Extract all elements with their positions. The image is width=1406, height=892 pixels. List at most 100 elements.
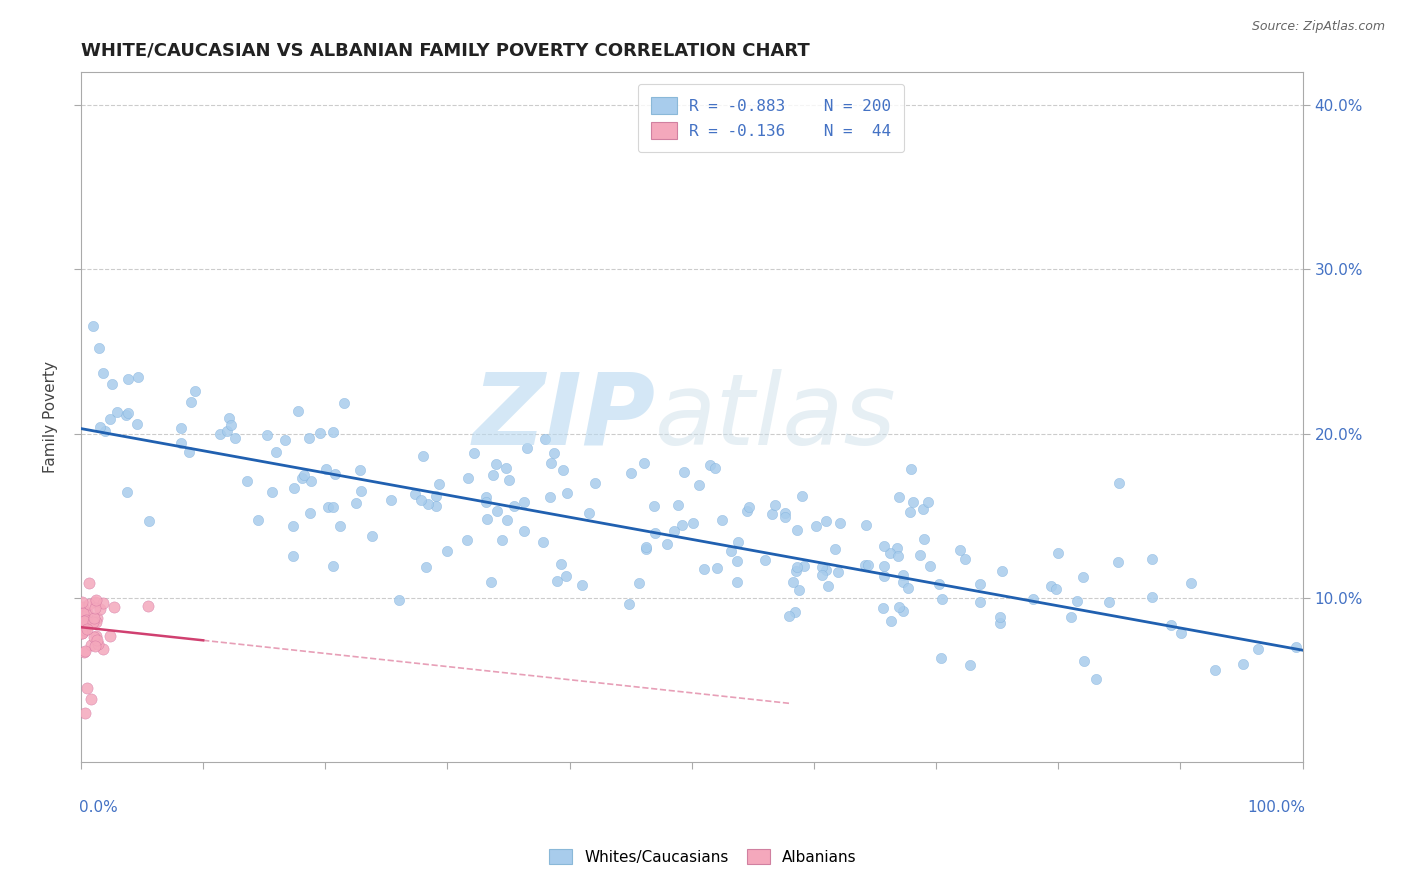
Point <box>1180 576 1202 591</box>
Point <box>1045 582 1067 597</box>
Point <box>634 541 657 556</box>
Point <box>633 456 655 470</box>
Text: ZIP: ZIP <box>472 368 655 466</box>
Point <box>783 605 806 619</box>
Point <box>479 574 502 589</box>
Point <box>322 425 344 440</box>
Point <box>969 576 991 591</box>
Point <box>725 575 748 590</box>
Point <box>761 507 783 521</box>
Point <box>1107 555 1129 569</box>
Point <box>754 552 776 566</box>
Point <box>571 577 593 591</box>
Point <box>516 441 538 455</box>
Point <box>281 549 304 563</box>
Point <box>73 623 96 637</box>
Point <box>283 519 305 533</box>
Point <box>73 645 96 659</box>
Point <box>811 567 834 582</box>
Point <box>727 534 749 549</box>
Point <box>218 410 240 425</box>
Point <box>555 568 578 582</box>
Point <box>404 486 426 500</box>
Point <box>329 519 352 533</box>
Point <box>711 513 734 527</box>
Point <box>72 595 94 609</box>
Point <box>72 609 94 624</box>
Point <box>896 582 918 596</box>
Point <box>1285 640 1308 655</box>
Point <box>125 417 148 431</box>
Point <box>180 395 202 409</box>
Point <box>475 494 498 508</box>
Point <box>503 500 526 514</box>
Point <box>917 495 939 509</box>
Point <box>778 609 800 624</box>
Point <box>215 424 238 438</box>
Point <box>814 563 837 577</box>
Point <box>425 490 447 504</box>
Point <box>513 524 536 539</box>
Point <box>578 506 600 520</box>
Point <box>738 500 761 515</box>
Point <box>1140 590 1163 604</box>
Point <box>72 599 94 614</box>
Point <box>73 614 96 628</box>
Point <box>246 513 269 527</box>
Point <box>412 449 434 463</box>
Point <box>138 515 160 529</box>
Point <box>170 421 193 435</box>
Point <box>886 541 908 556</box>
Point <box>184 384 207 399</box>
Point <box>80 692 103 706</box>
Point <box>475 490 498 504</box>
Point <box>1047 546 1070 560</box>
Point <box>80 638 103 652</box>
Point <box>817 580 839 594</box>
Point <box>349 463 371 477</box>
Point <box>627 575 650 590</box>
Point <box>887 491 910 505</box>
Point <box>880 614 903 628</box>
Point <box>91 366 114 380</box>
Point <box>333 396 356 410</box>
Point <box>315 461 337 475</box>
Point <box>898 505 921 519</box>
Point <box>725 554 748 568</box>
Point <box>100 411 122 425</box>
Point <box>291 470 314 484</box>
Point <box>546 574 568 589</box>
Point <box>1170 626 1192 640</box>
Y-axis label: Family Poverty: Family Poverty <box>44 361 58 473</box>
Point <box>886 549 908 563</box>
Point <box>94 425 117 439</box>
Text: 100.0%: 100.0% <box>1247 800 1305 814</box>
Point <box>498 473 520 487</box>
Point <box>543 445 565 459</box>
Point <box>928 577 950 591</box>
Point <box>93 596 115 610</box>
Point <box>643 499 665 513</box>
Legend: Whites/Caucasians, Albanians: Whites/Caucasians, Albanians <box>543 843 863 871</box>
Point <box>891 604 914 618</box>
Point <box>782 574 804 589</box>
Point <box>830 516 852 530</box>
Point <box>75 613 97 627</box>
Point <box>86 611 108 625</box>
Point <box>77 576 100 591</box>
Point <box>209 427 232 442</box>
Point <box>959 657 981 672</box>
Point <box>787 582 810 597</box>
Point <box>491 533 513 548</box>
Point <box>903 494 925 508</box>
Point <box>84 593 107 607</box>
Point <box>1059 609 1081 624</box>
Point <box>1140 552 1163 566</box>
Legend: R = -0.883    N = 200, R = -0.136    N =  44: R = -0.883 N = 200, R = -0.136 N = 44 <box>638 84 904 153</box>
Point <box>1247 641 1270 656</box>
Point <box>73 706 96 720</box>
Point <box>673 465 696 479</box>
Point <box>75 613 97 627</box>
Point <box>72 606 94 620</box>
Point <box>655 537 678 551</box>
